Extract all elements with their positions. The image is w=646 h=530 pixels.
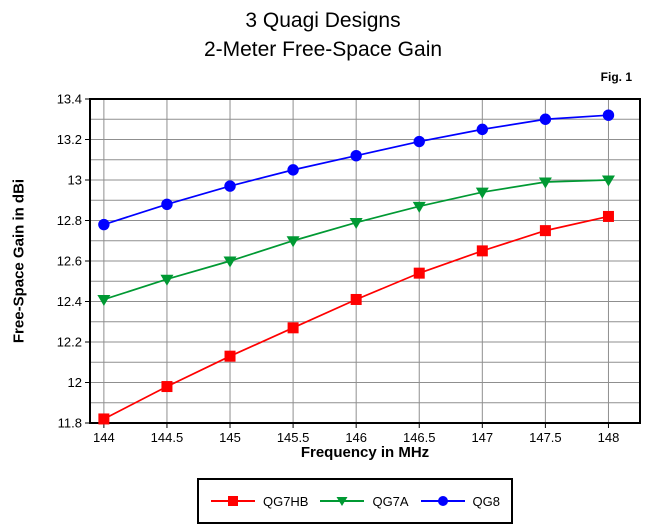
y-tick-label: 13.4	[57, 92, 82, 107]
series-qg7a-marker	[223, 256, 237, 268]
series-qg7a-marker	[349, 218, 363, 230]
y-tick-label: 11.8	[58, 416, 82, 431]
chart-title-line1: 3 Quagi Designs	[245, 9, 401, 32]
chart-title-line2: 2-Meter Free-Space Gain	[203, 38, 443, 61]
legend-marker-qg8-icon	[420, 496, 465, 506]
y-tick-label: 12.6	[57, 254, 82, 269]
series-qg7a-marker	[538, 177, 552, 189]
series-qg8-marker	[350, 150, 362, 162]
legend-label-qg7hb: QG7HB	[262, 493, 309, 509]
series-qg7hb-marker	[287, 322, 299, 334]
x-tick-label: 146.5	[403, 430, 436, 445]
series-qg8-marker	[602, 109, 615, 121]
series-qg7hb-marker	[350, 293, 362, 305]
y-tick-label: 12.4	[57, 294, 82, 309]
series-qg7a-marker	[475, 187, 489, 199]
series-qg8-marker	[224, 180, 236, 192]
legend-marker-shape	[437, 496, 448, 506]
x-tick-label: 148	[598, 430, 620, 445]
legend-box: QG7HB QG7A QG8	[197, 478, 513, 524]
y-tick-label: 12.2	[57, 335, 82, 350]
legend-label-qg8: QG8	[472, 493, 501, 509]
x-tick-label: 144	[93, 430, 115, 445]
x-tick-label: 147.5	[529, 430, 562, 445]
legend-marker-shape	[227, 496, 238, 506]
x-tick-label: 145	[219, 430, 241, 445]
y-tick-label: 13.2	[57, 132, 82, 147]
chart-title: 3 Quagi Designs 2-Meter Free-Space Gain	[0, 6, 646, 64]
x-axis-title: Frequency in MHz	[300, 444, 430, 461]
series-qg7hb-marker	[98, 413, 110, 425]
y-axis-title: Free-Space Gain in dBi	[10, 178, 28, 344]
y-tick-label: 12	[68, 375, 82, 390]
series-qg7a-marker	[160, 274, 174, 286]
x-tick-label: 145.5	[277, 430, 310, 445]
series-qg7a-marker	[286, 236, 300, 248]
legend-marker-shape	[336, 497, 348, 506]
series-qg7a-marker	[601, 175, 615, 187]
series-qg7hb-marker	[413, 267, 425, 279]
series-qg7hb-marker	[224, 350, 236, 362]
series-qg7hb-marker	[161, 381, 173, 393]
x-tick-label: 144.5	[151, 430, 184, 445]
figure-number-label: Fig. 1	[600, 70, 632, 84]
legend-item-qg7hb: QG7HB	[210, 493, 309, 509]
series-qg8-marker	[476, 123, 489, 136]
x-tick-label: 147	[471, 430, 493, 445]
legend-marker-qg7a-icon	[320, 497, 365, 506]
y-tick-label: 12.8	[57, 213, 82, 228]
legend-label-qg7a: QG7A	[372, 493, 409, 509]
x-tick-label: 146	[345, 430, 367, 445]
legend-item-qg8: QG8	[420, 493, 500, 509]
series-qg7a-marker	[412, 201, 426, 213]
y-tick-label: 13	[68, 173, 82, 188]
series-qg8-marker	[413, 135, 425, 148]
legend-item-qg7a: QG7A	[319, 493, 409, 509]
legend-marker-qg7hb-icon	[210, 496, 255, 506]
series-qg7hb-marker	[476, 245, 488, 257]
series-qg7hb-marker	[602, 210, 614, 222]
series-qg8-marker	[161, 198, 173, 210]
series-qg8-marker	[287, 164, 299, 176]
series-qg7hb-marker	[539, 225, 551, 237]
series-qg7a-marker	[97, 294, 111, 306]
series-qg8-marker	[539, 113, 552, 125]
series-qg8-marker	[98, 218, 110, 231]
